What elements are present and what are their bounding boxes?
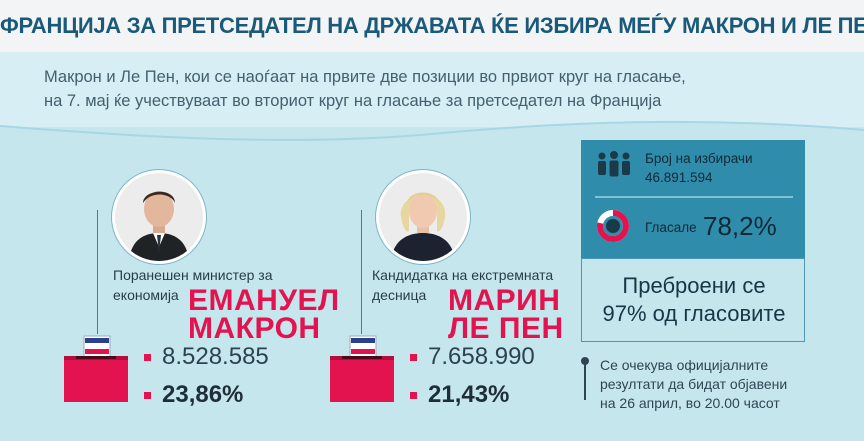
donut-icon bbox=[597, 210, 629, 242]
subtitle-line-2: на 7. мај ќе учествуваат во вториот круг… bbox=[44, 92, 662, 110]
note-dot-icon bbox=[581, 357, 589, 365]
counted-line-1: Преброени се bbox=[622, 273, 766, 298]
note-line-1: Се очекува официјалните bbox=[600, 357, 769, 373]
voters-label: Број на избирачи bbox=[645, 151, 753, 166]
candidate-2-percent: 21,43% bbox=[428, 381, 510, 408]
connector-line bbox=[97, 210, 113, 334]
candidate-1-role-line-1: Поранешен министер за bbox=[113, 267, 273, 283]
candidate-1-role-line-2: економија bbox=[113, 287, 179, 303]
candidate-1-votes: 8.528.585 bbox=[162, 343, 269, 370]
stats-panel: Број на избирачи 46.891.594 Гласале 78,2… bbox=[581, 140, 805, 258]
candidate-2-votes: 7.658.990 bbox=[428, 343, 535, 370]
note-line-3: на 26 април, во 20.00 часот bbox=[600, 395, 780, 411]
portrait-icon bbox=[379, 173, 467, 261]
ballot-box-icon bbox=[330, 335, 394, 402]
bullet-icon bbox=[144, 392, 151, 399]
ballot-box-icon bbox=[64, 335, 128, 402]
subtitle-band: Макрон и Ле Пен, кои се наоѓаат на првит… bbox=[0, 52, 864, 127]
candidate-2-avatar bbox=[376, 170, 470, 264]
page-title: ФРАНЦИЈА ЗА ПРЕТСЕДАТЕЛ НА ДРЖАВАТА ЌЕ И… bbox=[0, 0, 864, 52]
turnout-value: 78,2% bbox=[703, 211, 777, 241]
connector-line bbox=[361, 210, 377, 334]
turnout-label: Гласале bbox=[645, 220, 697, 235]
candidate-2-role-line-2: десница bbox=[372, 287, 427, 303]
counted-line-2: 97% од гласовите bbox=[602, 301, 786, 326]
divider bbox=[595, 196, 793, 198]
candidate-1-last-name: МАКРОН bbox=[188, 312, 321, 345]
note-rule bbox=[584, 360, 586, 400]
candidate-1-avatar bbox=[112, 170, 206, 264]
bullet-icon bbox=[144, 354, 151, 361]
portrait-icon bbox=[115, 173, 203, 261]
bullet-icon bbox=[410, 392, 417, 399]
candidate-1-first-name: ЕМАНУЕЛ bbox=[188, 284, 340, 317]
people-icon bbox=[598, 151, 630, 177]
voters-value: 46.891.594 bbox=[645, 170, 713, 185]
candidate-2-last-name: ЛЕ ПЕН bbox=[448, 312, 564, 345]
note-line-2: резултати да бидат објавени bbox=[600, 376, 788, 392]
candidate-2-role-line-1: Кандидатка на екстремната bbox=[372, 267, 554, 283]
subtitle-line-1: Макрон и Ле Пен, кои се наоѓаат на првит… bbox=[44, 68, 686, 86]
candidate-2-first-name: МАРИН bbox=[448, 284, 561, 317]
candidate-1-percent: 23,86% bbox=[162, 381, 244, 408]
bullet-icon bbox=[410, 354, 417, 361]
counted-box: Преброени се 97% од гласовите bbox=[581, 258, 805, 342]
